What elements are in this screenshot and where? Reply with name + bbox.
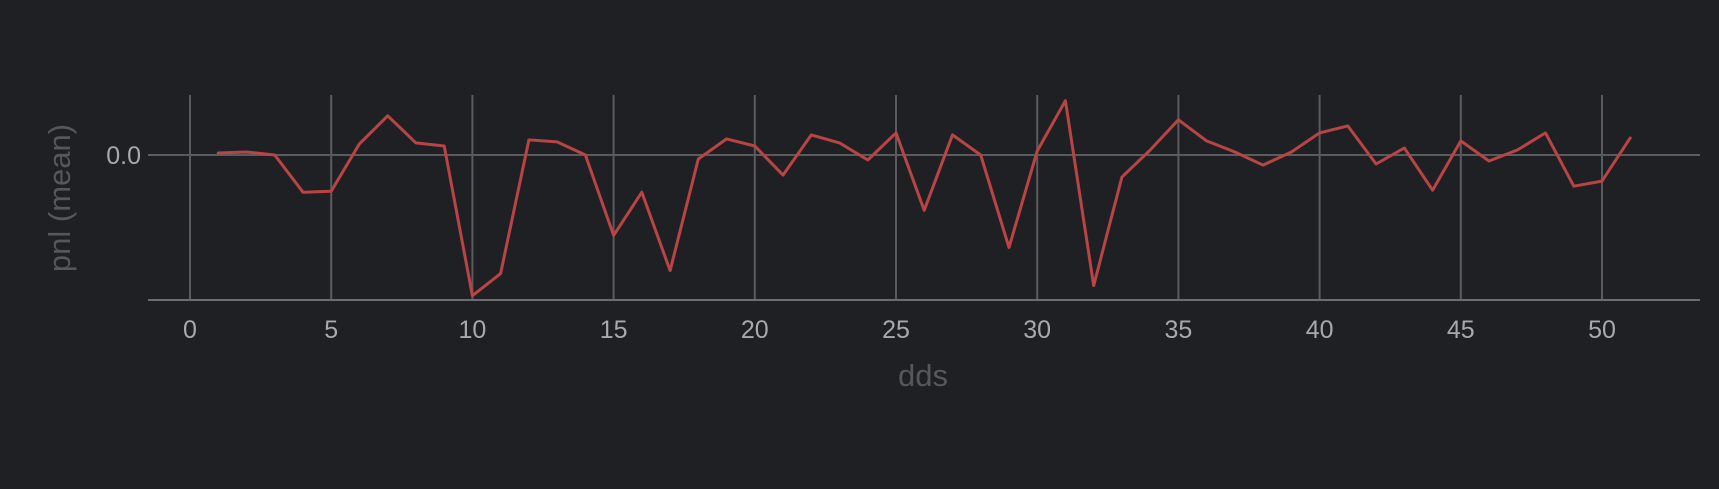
y-tick-label: 0.0 — [106, 142, 141, 170]
y-axis-title: pnl (mean) — [42, 124, 77, 272]
x-tick-label: 40 — [1306, 316, 1334, 344]
x-tick-label: 35 — [1164, 316, 1192, 344]
x-tick-label: 5 — [324, 316, 338, 344]
x-tick-label: 10 — [458, 316, 486, 344]
series-line — [216, 99, 1632, 298]
x-tick-label: 25 — [882, 316, 910, 344]
x-tick-label: 0 — [183, 316, 197, 344]
x-tick-label: 45 — [1447, 316, 1475, 344]
x-tick-label: 50 — [1588, 316, 1616, 344]
x-tick-label: 20 — [741, 316, 769, 344]
label-layer: 0 5 10 15 20 25 30 35 40 45 50 0.0 — [106, 142, 1616, 344]
x-tick-label: 15 — [600, 316, 628, 344]
x-tick-label: 30 — [1023, 316, 1051, 344]
x-axis-title: dds — [898, 358, 948, 393]
series-layer — [216, 99, 1632, 298]
grid-layer — [148, 95, 1700, 300]
